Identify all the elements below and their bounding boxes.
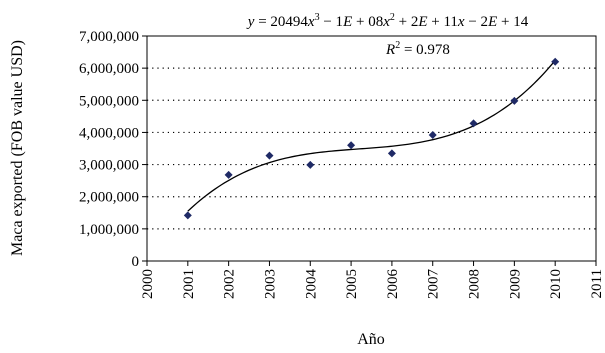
x-tick-label: 2000 bbox=[140, 269, 156, 299]
x-tick-label: 2006 bbox=[385, 269, 401, 300]
eq-part: 2 bbox=[390, 12, 395, 23]
data-point-2008 bbox=[469, 119, 478, 128]
x-tick-label: 2005 bbox=[344, 269, 360, 299]
x-tick-label: 2007 bbox=[426, 269, 442, 300]
eq-part: x bbox=[307, 14, 315, 30]
data-point-2004 bbox=[306, 160, 315, 169]
r2-part: 2 bbox=[395, 40, 400, 51]
data-point-2003 bbox=[265, 151, 274, 160]
x-tick-label: 2011 bbox=[589, 269, 605, 298]
data-point-2002 bbox=[224, 170, 233, 179]
data-point-2005 bbox=[347, 141, 356, 150]
y-axis-title: Maca exported (FOB value USD) bbox=[9, 40, 26, 256]
r-squared-label: R2 = 0.978 bbox=[385, 40, 450, 58]
r2-part: R bbox=[385, 42, 395, 58]
eq-part: E bbox=[487, 14, 497, 30]
x-tick-label: 2008 bbox=[467, 269, 483, 299]
gridlines bbox=[147, 67, 596, 230]
trendline bbox=[187, 60, 556, 212]
y-tick-label: 6,000,000 bbox=[79, 61, 139, 77]
data-point-2010 bbox=[551, 57, 560, 66]
eq-part: E bbox=[417, 14, 427, 30]
data-point-2009 bbox=[510, 96, 519, 105]
y-tick-label: 2,000,000 bbox=[79, 190, 139, 206]
eq-part: 3 bbox=[315, 12, 320, 23]
eq-part: E bbox=[342, 14, 352, 30]
eq-part: + 11 bbox=[428, 14, 458, 30]
y-tick-label: 4,000,000 bbox=[79, 125, 139, 141]
y-tick-label: 0 bbox=[132, 254, 140, 270]
tick-marks bbox=[142, 35, 597, 266]
eq-part: − 2 bbox=[465, 14, 488, 30]
x-axis-title: Año bbox=[357, 331, 385, 348]
x-tick-label: 2009 bbox=[507, 269, 523, 299]
x-tick-label: 2003 bbox=[262, 269, 278, 299]
x-axis-ticks: 2000 2001 2002 2003 2004 2005 2006 2007 2008 2009… bbox=[140, 269, 605, 300]
eq-part: + 2 bbox=[395, 14, 418, 30]
y-axis-ticks: 0 1,000,000 2,000,000 3,000,000 4,000,000 5,0… bbox=[79, 29, 139, 270]
x-tick-label: 2004 bbox=[303, 269, 319, 300]
eq-part: = 20494 bbox=[254, 14, 308, 30]
data-point-2007 bbox=[428, 131, 437, 139]
y-tick-label: 3,000,000 bbox=[79, 158, 139, 174]
eq-part: − 1 bbox=[320, 14, 343, 30]
eq-part: + 08 bbox=[352, 14, 383, 30]
eq-part: x bbox=[457, 14, 465, 30]
y-tick-label: 1,000,000 bbox=[79, 222, 139, 238]
eq-part: x bbox=[382, 14, 390, 30]
equation-label: y = 20494x3 − 1E + 08x2 + 2E + 11x − 2E … bbox=[246, 12, 529, 30]
eq-part: y bbox=[246, 14, 255, 30]
y-tick-label: 5,000,000 bbox=[79, 93, 139, 109]
x-tick-label: 2002 bbox=[222, 269, 238, 299]
data-point-2006 bbox=[387, 149, 396, 158]
r2-part: = 0.978 bbox=[400, 42, 450, 58]
x-tick-label: 2001 bbox=[181, 269, 197, 299]
x-tick-label: 2010 bbox=[548, 269, 564, 299]
y-tick-label: 7,000,000 bbox=[79, 29, 139, 45]
trendline-path bbox=[187, 60, 556, 212]
plot-frame bbox=[146, 35, 597, 262]
data-point-2001 bbox=[183, 211, 192, 220]
data-points bbox=[183, 57, 560, 220]
eq-part: + 14 bbox=[497, 14, 528, 30]
